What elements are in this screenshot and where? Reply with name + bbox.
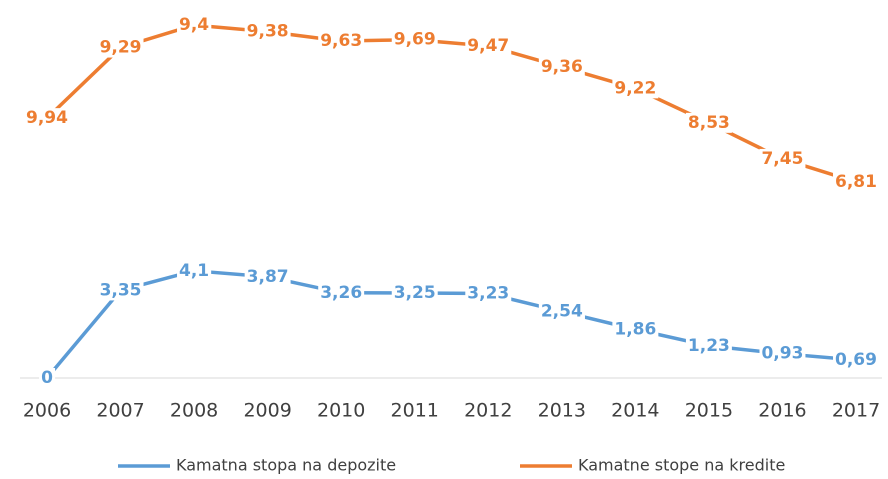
data-label-bg bbox=[612, 319, 659, 340]
data-label: 9,94 bbox=[26, 108, 68, 128]
data-label: 0,93 bbox=[761, 344, 803, 364]
data-label: 9,36 bbox=[541, 57, 583, 77]
x-tick-label: 2016 bbox=[758, 400, 806, 422]
data-label-bg bbox=[318, 31, 365, 52]
x-tick-label: 2008 bbox=[170, 400, 218, 422]
data-label: 6,81 bbox=[835, 172, 877, 192]
legend-label: Kamatne stope na kredite bbox=[578, 456, 785, 475]
data-label-bg bbox=[465, 283, 512, 304]
data-label-bg bbox=[759, 148, 806, 169]
data-label-bg bbox=[612, 78, 659, 99]
x-tick-label: 2006 bbox=[23, 400, 71, 422]
data-label-group: 9,4 bbox=[177, 15, 212, 36]
data-label: 0,69 bbox=[835, 350, 877, 370]
data-label: 9,29 bbox=[100, 38, 142, 58]
data-label-bg bbox=[318, 282, 365, 303]
data-label-group: 8,53 bbox=[685, 112, 732, 133]
data-label-bg bbox=[833, 171, 879, 192]
data-label-bg bbox=[833, 349, 879, 370]
data-label-group: 4,1 bbox=[177, 260, 212, 281]
data-label-group: 1,23 bbox=[685, 335, 732, 356]
x-tick-label: 2013 bbox=[538, 400, 586, 422]
data-label-bg bbox=[39, 368, 56, 388]
data-label-group: 2,54 bbox=[538, 301, 585, 322]
data-label-group: 6,81 bbox=[833, 171, 879, 192]
data-label-group: 1,86 bbox=[612, 319, 659, 340]
data-label: 1,23 bbox=[688, 336, 730, 356]
data-label-group: 0 bbox=[39, 368, 56, 388]
data-label: 3,35 bbox=[100, 280, 142, 300]
data-label-bg bbox=[685, 335, 732, 356]
data-label-group: 9,36 bbox=[538, 56, 585, 77]
data-label: 3,87 bbox=[247, 267, 289, 287]
legend-label: Kamatna stopa na depozite bbox=[176, 456, 396, 475]
data-label-group: 9,94 bbox=[24, 108, 71, 129]
data-label: 4,1 bbox=[179, 261, 209, 281]
data-label-group: 3,87 bbox=[244, 266, 291, 287]
data-label-group: 7,45 bbox=[759, 148, 806, 169]
data-label-bg bbox=[177, 260, 212, 281]
data-label-bg bbox=[538, 301, 585, 322]
data-label-bg bbox=[97, 37, 144, 58]
data-label: 3,26 bbox=[320, 283, 362, 303]
x-tick-label: 2011 bbox=[391, 400, 439, 422]
data-label: 9,47 bbox=[467, 36, 509, 56]
data-label: 9,4 bbox=[179, 15, 209, 35]
data-label-bg bbox=[759, 343, 806, 364]
x-tick-label: 2012 bbox=[464, 400, 512, 422]
data-label: 3,23 bbox=[467, 284, 509, 304]
data-label-group: 3,26 bbox=[318, 282, 365, 303]
data-label-bg bbox=[465, 35, 512, 56]
data-label: 7,45 bbox=[761, 149, 803, 169]
data-label: 1,86 bbox=[614, 319, 656, 339]
series-line bbox=[45, 269, 857, 380]
data-label-bg bbox=[244, 21, 291, 42]
data-label: 9,22 bbox=[614, 78, 656, 98]
data-label: 0 bbox=[41, 368, 53, 388]
data-label-bg bbox=[538, 56, 585, 77]
data-label: 2,54 bbox=[541, 302, 583, 322]
data-label-bg bbox=[177, 15, 212, 36]
data-label-group: 9,63 bbox=[318, 31, 365, 52]
data-label-group: 0,93 bbox=[759, 343, 806, 364]
data-label-bg bbox=[244, 266, 291, 287]
data-label-bg bbox=[97, 280, 144, 301]
x-tick-label: 2015 bbox=[685, 400, 733, 422]
data-label-group: 9,69 bbox=[391, 29, 438, 50]
data-label-bg bbox=[24, 108, 71, 129]
data-label: 9,63 bbox=[320, 31, 362, 51]
data-label-group: 9,47 bbox=[465, 35, 512, 56]
data-label: 9,69 bbox=[394, 30, 436, 50]
data-label-group: 3,35 bbox=[97, 280, 144, 301]
data-label: 8,53 bbox=[688, 113, 730, 133]
data-label-group: 9,22 bbox=[612, 78, 659, 99]
x-tick-label: 2007 bbox=[96, 400, 144, 422]
x-tick-label: 2010 bbox=[317, 400, 365, 422]
x-tick-label: 2017 bbox=[832, 400, 880, 422]
series-line bbox=[45, 23, 857, 184]
data-label: 9,38 bbox=[247, 22, 289, 42]
data-label-group: 9,29 bbox=[97, 37, 144, 58]
data-label-bg bbox=[391, 29, 438, 50]
data-label-bg bbox=[685, 112, 732, 133]
x-tick-label: 2009 bbox=[243, 400, 291, 422]
data-label-group: 0,69 bbox=[833, 349, 879, 370]
data-label-group: 9,38 bbox=[244, 21, 291, 42]
data-label-group: 3,25 bbox=[391, 283, 438, 304]
data-label: 3,25 bbox=[394, 283, 436, 303]
x-tick-label: 2014 bbox=[611, 400, 659, 422]
data-label-group: 3,23 bbox=[465, 283, 512, 304]
data-label-bg bbox=[391, 283, 438, 304]
